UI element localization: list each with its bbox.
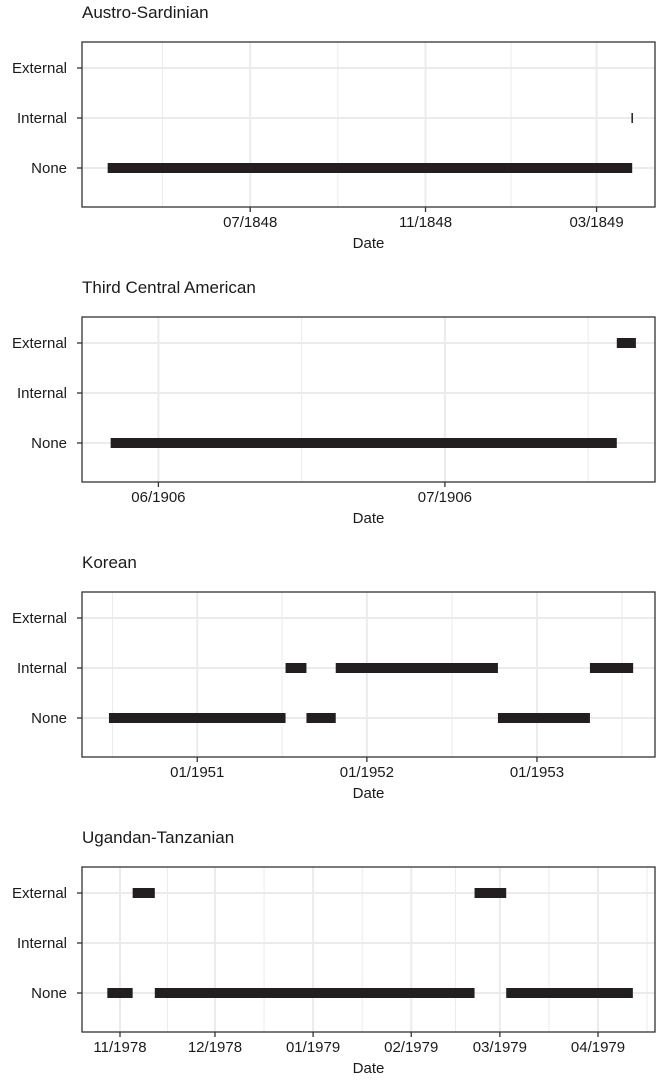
segment-bar — [107, 163, 633, 173]
segment-bar — [497, 713, 590, 723]
x-axis-title: Date — [353, 510, 385, 527]
y-tick-label: None — [31, 710, 67, 727]
y-tick-label: None — [31, 985, 67, 1002]
segment-bar — [154, 988, 475, 998]
x-tick-label: 12/1978 — [188, 1039, 242, 1056]
panel-title: Ugandan-Tanzanian — [82, 828, 234, 847]
panel-border — [81, 41, 656, 208]
panel-title: Third Central American — [82, 278, 256, 297]
panel-border — [81, 591, 656, 758]
y-tick-label: None — [31, 435, 67, 452]
x-tick-label: 04/1979 — [571, 1039, 625, 1056]
x-tick-label: 01/1951 — [170, 764, 224, 781]
segment-bar — [506, 988, 633, 998]
x-tick-label: 01/1952 — [340, 764, 394, 781]
segment-bar — [306, 713, 336, 723]
segment-bar — [132, 888, 155, 898]
x-tick-label: 01/1979 — [286, 1039, 340, 1056]
x-tick-label: 02/1979 — [384, 1039, 438, 1056]
y-tick-label: Internal — [17, 385, 67, 402]
y-tick-label: Internal — [17, 935, 67, 952]
panel-1: Austro-Sardinian External Internal None 07/1… — [12, 3, 656, 252]
y-tick-label: None — [31, 160, 67, 177]
x-tick-label: 03/1849 — [569, 214, 623, 231]
x-tick-label: 03/1979 — [473, 1039, 527, 1056]
segment-bar — [589, 663, 634, 673]
segment-bar — [616, 338, 636, 348]
x-tick-label: 11/1848 — [399, 214, 452, 231]
x-axis-title: Date — [353, 1060, 385, 1077]
y-tick-label: External — [12, 885, 67, 902]
x-axis-title: Date — [353, 235, 385, 252]
segment-bar — [335, 663, 498, 673]
panel-4: Ugandan-Tanzanian External Internal None 11/… — [12, 828, 656, 1077]
panel-title: Austro-Sardinian — [82, 3, 209, 22]
segment-bar — [110, 438, 617, 448]
segment-bar — [285, 663, 307, 673]
x-axis-title: Date — [353, 785, 385, 802]
x-tick-label: 11/1978 — [93, 1039, 146, 1056]
segment-bar — [108, 713, 286, 723]
x-tick-label: 06/1906 — [131, 489, 185, 506]
y-tick-label: External — [12, 335, 67, 352]
y-tick-label: External — [12, 60, 67, 77]
panel-border — [81, 316, 656, 483]
panel-3: Korean External Internal None 01/1951 01/1952… — [12, 553, 656, 802]
x-tick-label: 07/1848 — [223, 214, 277, 231]
segment-bar — [107, 988, 133, 998]
y-tick-label: External — [12, 610, 67, 627]
segment-bar — [474, 888, 507, 898]
y-tick-label: Internal — [17, 110, 67, 127]
panel-2: Third Central American External Internal No… — [12, 278, 656, 527]
panel-title: Korean — [82, 553, 137, 572]
y-tick-label: Internal — [17, 660, 67, 677]
x-tick-label: 07/1906 — [418, 489, 472, 506]
panel-border — [81, 866, 656, 1033]
x-tick-label: 01/1953 — [510, 764, 564, 781]
